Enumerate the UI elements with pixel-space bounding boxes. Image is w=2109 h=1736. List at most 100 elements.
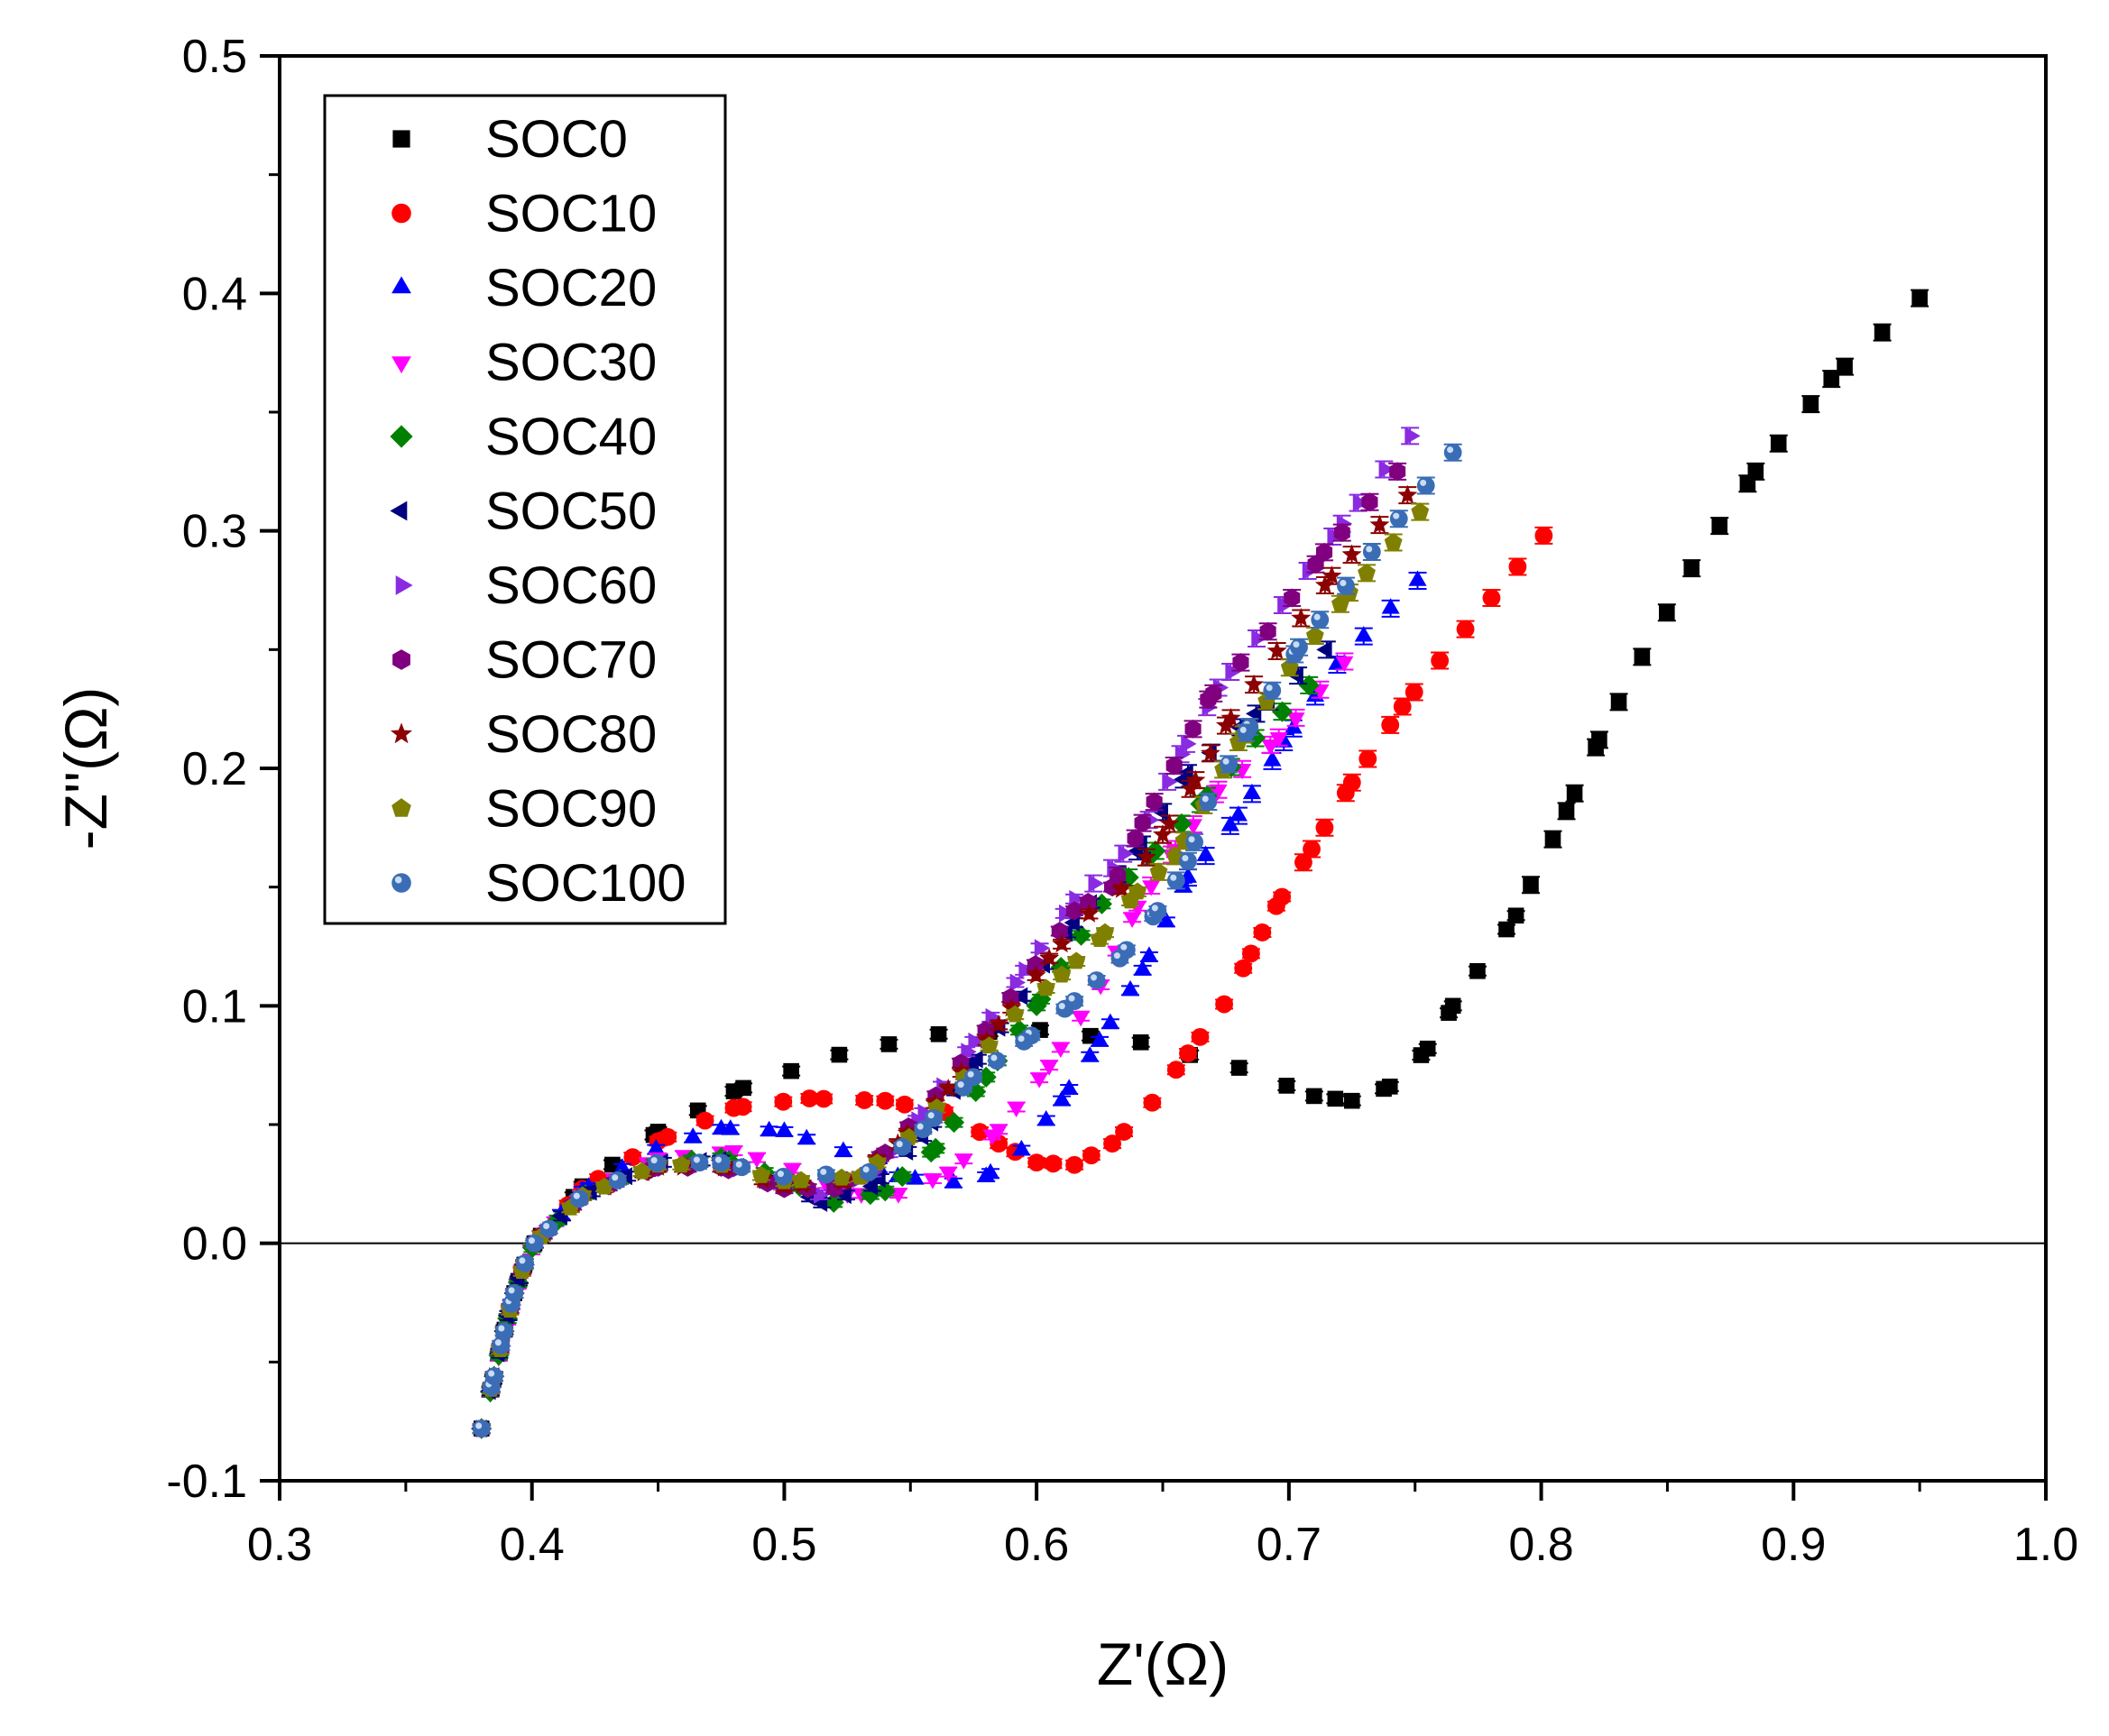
data-point-shape [1030, 1072, 1049, 1088]
data-point [891, 1166, 913, 1188]
data-point-highlight [519, 1257, 526, 1264]
legend-item-soc80: SOC80 [391, 705, 657, 764]
data-point [484, 1367, 503, 1386]
data-point-shape [1823, 371, 1840, 387]
data-point [1166, 1061, 1185, 1079]
data-point [1302, 561, 1319, 580]
data-point-shape [1196, 845, 1215, 861]
data-point [1381, 1079, 1398, 1095]
legend-item-soc90: SOC90 [391, 780, 657, 839]
data-point-shape [925, 1137, 946, 1159]
data-point-shape [1397, 484, 1418, 504]
data-point-highlight [916, 1123, 924, 1130]
data-point [1027, 955, 1044, 974]
data-point-highlight [508, 1287, 515, 1294]
data-point-shape [964, 1068, 983, 1087]
data-point [632, 1162, 651, 1180]
y-axis-title: -Z''(Ω) [52, 687, 119, 850]
data-point [783, 1062, 799, 1079]
data-point-highlight [573, 1192, 580, 1199]
data-point-shape [1711, 518, 1728, 534]
data-point-shape [1322, 565, 1342, 585]
data-point-shape [1200, 742, 1220, 762]
data-point [1369, 514, 1390, 534]
data-point-shape [971, 1123, 990, 1142]
data-point [1770, 435, 1787, 452]
y-tick-label: 0.1 [182, 980, 247, 1033]
y-tick-label: 0.2 [182, 743, 247, 795]
data-point [1110, 949, 1129, 968]
data-point [1404, 427, 1421, 445]
data-point-shape [1103, 1134, 1121, 1153]
data-point [1196, 845, 1215, 861]
data-point [923, 1173, 942, 1189]
data-point [1145, 840, 1166, 862]
data-point-shape [1404, 683, 1423, 702]
data-point-shape [1251, 629, 1267, 648]
data-point-shape [608, 1171, 627, 1189]
legend-item-soc0: SOC0 [392, 110, 628, 169]
data-point-shape [1087, 971, 1106, 989]
data-point-shape [1544, 831, 1561, 848]
data-point-shape [1290, 638, 1308, 657]
data-point-highlight [1266, 684, 1273, 692]
data-point-shape [1006, 1005, 1025, 1023]
data-point [1052, 933, 1073, 953]
data-point [1558, 803, 1575, 820]
data-point-shape [570, 1189, 589, 1208]
data-point-shape [1229, 805, 1248, 822]
data-point [1354, 626, 1373, 642]
data-point-shape [1091, 930, 1110, 948]
data-point-highlight [1018, 1035, 1025, 1043]
data-point [1171, 813, 1193, 834]
data-point [1298, 675, 1320, 696]
x-axis-title: Z'(Ω) [1097, 1630, 1229, 1697]
data-point [1082, 1027, 1099, 1044]
data-point [1469, 962, 1486, 979]
data-point [1153, 824, 1173, 844]
data-point [760, 1120, 778, 1137]
data-point-shape [1091, 1031, 1110, 1047]
data-point-shape [1179, 851, 1197, 870]
tick-labels: 0.3 0.4 0.5 0.6 0.7 0.8 0.9 1.0 -0.1 0.0 0.1 0.2 0.3… [166, 31, 2078, 1571]
data-point [938, 1078, 959, 1098]
data-point [732, 1158, 751, 1177]
data-point [1245, 727, 1266, 749]
data-point [539, 1219, 558, 1238]
x-tick-label: 0.4 [500, 1519, 565, 1571]
data-point-shape [1220, 755, 1239, 774]
data-point [944, 1112, 965, 1134]
data-point [492, 1336, 511, 1355]
data-point [1384, 533, 1403, 550]
data-point [1271, 701, 1293, 722]
data-point-shape [1051, 1042, 1070, 1058]
data-point-shape [891, 1166, 913, 1188]
data-point-shape [1179, 1044, 1197, 1062]
data-point [1316, 640, 1332, 659]
data-point-shape [1034, 939, 1051, 958]
data-point-shape [1311, 611, 1330, 629]
data-point-shape [1333, 523, 1350, 543]
data-point-shape [1132, 1033, 1149, 1051]
data-point-shape [1185, 769, 1206, 789]
data-point-shape [495, 1322, 513, 1340]
data-point [1079, 903, 1100, 923]
data-point [1242, 944, 1260, 963]
data-point-shape [1408, 570, 1427, 586]
data-point-shape [648, 1153, 667, 1172]
data-point [833, 1168, 851, 1186]
data-point [964, 1068, 983, 1087]
data-point-highlight [498, 1325, 505, 1332]
data-point-shape [1263, 681, 1282, 700]
data-point [1082, 1146, 1101, 1165]
data-point [831, 1046, 848, 1063]
data-point-highlight [714, 1156, 722, 1163]
data-point-shape [1341, 544, 1362, 564]
data-point-highlight [1222, 758, 1229, 765]
data-point-shape [860, 1162, 879, 1181]
legend-marker [395, 575, 413, 595]
data-point [1139, 946, 1158, 962]
data-point-shape [1683, 560, 1700, 576]
y-tick-label: 0.0 [182, 1218, 247, 1271]
data-point-shape [1534, 527, 1553, 545]
